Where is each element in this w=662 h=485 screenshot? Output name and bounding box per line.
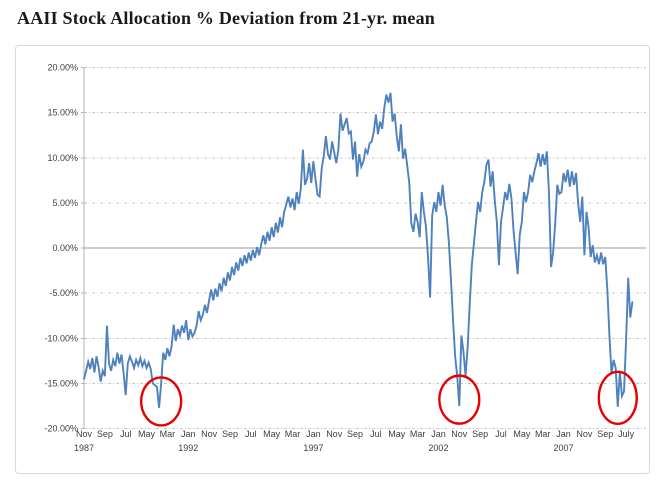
x-axis-month-label: Mar: [535, 429, 551, 439]
x-axis-month-label: May: [513, 429, 531, 439]
x-axis-month-label: Jul: [120, 429, 132, 439]
x-axis-month-label: Mar: [160, 429, 176, 439]
y-axis-label: 15.00%: [47, 108, 78, 118]
x-axis-month-label: Mar: [285, 429, 301, 439]
x-axis-month-label: Sep: [347, 429, 363, 439]
x-axis-month-label: Jul: [245, 429, 257, 439]
x-axis-year-label: 2002: [428, 443, 448, 453]
x-axis-month-label: May: [388, 429, 406, 439]
x-axis-month-label: Sep: [222, 429, 238, 439]
series-line: [83, 92, 634, 408]
x-axis-month-label: Nov: [576, 429, 593, 439]
x-axis-month-label: Sep: [597, 429, 613, 439]
x-axis-month-label: July: [618, 429, 635, 439]
y-axis-label: -10.00%: [44, 333, 78, 343]
x-axis-month-label: Sep: [472, 429, 488, 439]
y-axis-label: 0.00%: [52, 243, 78, 253]
x-axis-month-label: May: [263, 429, 281, 439]
y-axis-label: -5.00%: [49, 288, 78, 298]
annotation-circle: [597, 370, 638, 426]
x-axis-month-label: Jan: [306, 429, 321, 439]
x-axis-year-label: 2007: [554, 443, 574, 453]
x-axis-year-label: 1997: [303, 443, 323, 453]
x-axis-year-label: 1987: [74, 443, 94, 453]
annotation-circle: [139, 376, 183, 427]
x-axis-month-label: Nov: [326, 429, 343, 439]
y-axis-label: 10.00%: [47, 153, 78, 163]
x-axis-month-label: Jan: [181, 429, 196, 439]
x-axis-month-label: Jan: [431, 429, 446, 439]
y-axis-label: 5.00%: [52, 198, 78, 208]
x-axis-month-label: Jul: [370, 429, 382, 439]
x-axis-month-label: May: [138, 429, 156, 439]
chart-plot-container: 20.00% 15.00% 10.00% 5.00% 0.00% -5.00% -10.00…: [15, 45, 650, 474]
x-axis-month-label: Nov: [201, 429, 218, 439]
x-axis-month-label: Nov: [451, 429, 468, 439]
allocation-deviation-line-chart: 20.00% 15.00% 10.00% 5.00% 0.00% -5.00% -10.00…: [44, 63, 646, 453]
annotation-circle: [438, 374, 481, 425]
y-axis-label: -15.00%: [44, 378, 78, 388]
x-axis-month-label: Sep: [97, 429, 113, 439]
x-axis-month-label: Nov: [76, 429, 93, 439]
y-axis-label: -20.00%: [44, 424, 78, 434]
chart-title: AAII Stock Allocation % Deviation from 2…: [17, 8, 435, 28]
x-axis-month-label: Mar: [410, 429, 426, 439]
y-axis-label: 20.00%: [47, 63, 78, 73]
x-axis-year-label: 1992: [178, 443, 198, 453]
x-axis-month-label: Jul: [495, 429, 507, 439]
x-axis-month-label: Jan: [556, 429, 571, 439]
